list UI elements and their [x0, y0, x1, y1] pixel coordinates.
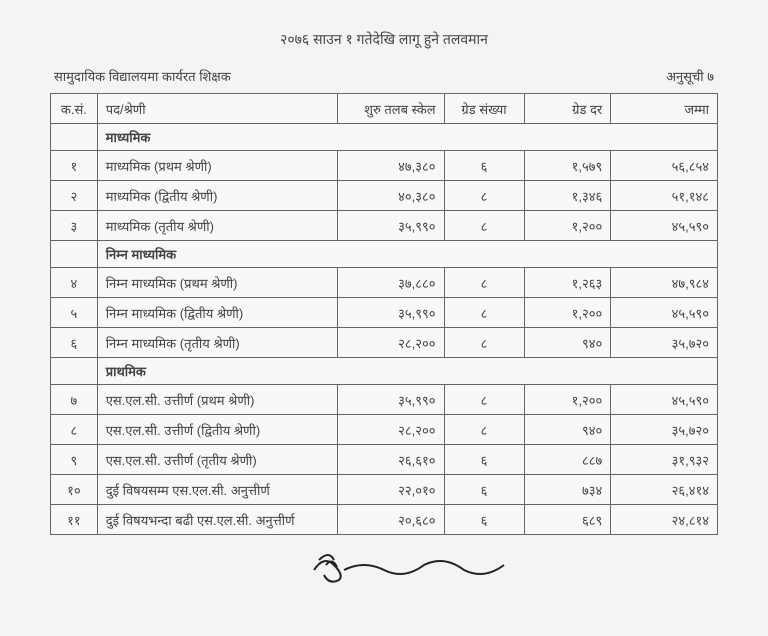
col-header-total: जम्मा	[611, 94, 718, 124]
col-header-grade-number: ग्रेड संख्या	[444, 94, 524, 124]
cell-grade-rate: १,२००	[524, 298, 611, 328]
cell-position: दुई विषयभन्दा बढी एस.एल.सी. अनुत्तीर्ण	[97, 505, 337, 535]
cell-sn: ५	[51, 298, 98, 328]
cell-total: ४५,५९०	[611, 385, 718, 415]
cell-position: माध्यमिक (द्वितीय श्रेणी)	[97, 181, 337, 211]
cell-grade-num: ८	[444, 211, 524, 241]
cell-sn: ७	[51, 385, 98, 415]
section-empty-cell	[51, 358, 98, 385]
cell-grade-rate: १,५७९	[524, 151, 611, 181]
section-title-cell: प्राथमिक	[97, 358, 717, 385]
cell-sn: २	[51, 181, 98, 211]
cell-grade-num: ८	[444, 328, 524, 358]
subtitle-right: अनुसूची ७	[666, 67, 714, 85]
cell-grade-num: ८	[444, 298, 524, 328]
table-header-row: क.सं. पद/श्रेणी शुरु तलब स्केल ग्रेड संख…	[51, 94, 718, 124]
cell-position: माध्यमिक (प्रथम श्रेणी)	[97, 151, 337, 181]
col-header-position: पद/श्रेणी	[97, 94, 337, 124]
sub-header: सामुदायिक विद्यालयमा कार्यरत शिक्षक अनुस…	[50, 67, 718, 85]
table-row: ४निम्न माध्यमिक (प्रथम श्रेणी)३७,८८०८१,२…	[51, 268, 718, 298]
table-row: २माध्यमिक (द्वितीय श्रेणी)४०,३८०८१,३४६५१…	[51, 181, 718, 211]
cell-grade-rate: १,२००	[524, 211, 611, 241]
table-row: ७एस.एल.सी. उत्तीर्ण (प्रथम श्रेणी)३५,९९०…	[51, 385, 718, 415]
cell-salary: ३५,९९०	[337, 385, 444, 415]
cell-salary: २८,२००	[337, 415, 444, 445]
section-empty-cell	[51, 241, 98, 268]
cell-sn: ४	[51, 268, 98, 298]
section-title-cell: माध्यमिक	[97, 124, 717, 151]
cell-sn: ३	[51, 211, 98, 241]
cell-sn: ८	[51, 415, 98, 445]
salary-table: क.सं. पद/श्रेणी शुरु तलब स्केल ग्रेड संख…	[50, 93, 718, 535]
cell-position: एस.एल.सी. उत्तीर्ण (तृतीय श्रेणी)	[97, 445, 337, 475]
page-title: २०७६ साउन १ गतेदेखि लागू हुने तलवमान	[50, 30, 718, 49]
cell-grade-num: ८	[444, 268, 524, 298]
cell-total: ३१,९३२	[611, 445, 718, 475]
cell-position: निम्न माध्यमिक (प्रथम श्रेणी)	[97, 268, 337, 298]
cell-total: ३५,७२०	[611, 328, 718, 358]
cell-grade-num: ८	[444, 385, 524, 415]
cell-sn: ६	[51, 328, 98, 358]
cell-total: ३५,७२०	[611, 415, 718, 445]
cell-salary: ३५,९९०	[337, 298, 444, 328]
cell-grade-num: ६	[444, 445, 524, 475]
cell-total: ४५,५९०	[611, 211, 718, 241]
cell-total: २४,८१४	[611, 505, 718, 535]
cell-grade-num: ८	[444, 415, 524, 445]
cell-grade-rate: १,२६३	[524, 268, 611, 298]
cell-salary: २०,६८०	[337, 505, 444, 535]
col-header-grade-rate: ग्रेड दर	[524, 94, 611, 124]
cell-grade-num: ६	[444, 475, 524, 505]
cell-sn: ९	[51, 445, 98, 475]
cell-position: निम्न माध्यमिक (तृतीय श्रेणी)	[97, 328, 337, 358]
col-header-sn: क.सं.	[51, 94, 98, 124]
table-row: १माध्यमिक (प्रथम श्रेणी)४७,३८०६१,५७९५६,८…	[51, 151, 718, 181]
section-title-cell: निम्न माध्यमिक	[97, 241, 717, 268]
cell-grade-rate: ९४०	[524, 415, 611, 445]
table-row: ९एस.एल.सी. उत्तीर्ण (तृतीय श्रेणी)२६,६१०…	[51, 445, 718, 475]
cell-sn: १	[51, 151, 98, 181]
section-header-row: प्राथमिक	[51, 358, 718, 385]
table-row: १०दुई विषयसम्म एस.एल.सी. अनुत्तीर्ण२२,०१…	[51, 475, 718, 505]
cell-position: एस.एल.सी. उत्तीर्ण (द्वितीय श्रेणी)	[97, 415, 337, 445]
section-empty-cell	[51, 124, 98, 151]
cell-sn: ११	[51, 505, 98, 535]
col-header-salary: शुरु तलब स्केल	[337, 94, 444, 124]
cell-position: निम्न माध्यमिक (द्वितीय श्रेणी)	[97, 298, 337, 328]
table-row: ३माध्यमिक (तृतीय श्रेणी)३५,९९०८१,२००४५,५…	[51, 211, 718, 241]
cell-grade-rate: १,३४६	[524, 181, 611, 211]
cell-total: ४७,९८४	[611, 268, 718, 298]
table-row: ११दुई विषयभन्दा बढी एस.एल.सी. अनुत्तीर्ण…	[51, 505, 718, 535]
cell-salary: ३७,८८०	[337, 268, 444, 298]
table-row: ८एस.एल.सी. उत्तीर्ण (द्वितीय श्रेणी)२८,२…	[51, 415, 718, 445]
cell-grade-num: ६	[444, 505, 524, 535]
subtitle-left: सामुदायिक विद्यालयमा कार्यरत शिक्षक	[54, 67, 231, 85]
cell-salary: २६,६१०	[337, 445, 444, 475]
cell-salary: ४७,३८०	[337, 151, 444, 181]
cell-total: २६,४१४	[611, 475, 718, 505]
table-row: ६निम्न माध्यमिक (तृतीय श्रेणी)२८,२००८९४०…	[51, 328, 718, 358]
section-header-row: निम्न माध्यमिक	[51, 241, 718, 268]
cell-salary: ४०,३८०	[337, 181, 444, 211]
cell-grade-rate: ६८९	[524, 505, 611, 535]
signature-area	[50, 545, 718, 597]
cell-position: एस.एल.सी. उत्तीर्ण (प्रथम श्रेणी)	[97, 385, 337, 415]
cell-total: ५१,१४८	[611, 181, 718, 211]
cell-total: ४५,५९०	[611, 298, 718, 328]
cell-position: माध्यमिक (तृतीय श्रेणी)	[97, 211, 337, 241]
cell-grade-num: ८	[444, 181, 524, 211]
cell-position: दुई विषयसम्म एस.एल.सी. अनुत्तीर्ण	[97, 475, 337, 505]
cell-grade-rate: ७३४	[524, 475, 611, 505]
section-header-row: माध्यमिक	[51, 124, 718, 151]
cell-salary: ३५,९९०	[337, 211, 444, 241]
cell-grade-rate: ९४०	[524, 328, 611, 358]
cell-total: ५६,८५४	[611, 151, 718, 181]
cell-grade-rate: ८८७	[524, 445, 611, 475]
table-row: ५निम्न माध्यमिक (द्वितीय श्रेणी)३५,९९०८१…	[51, 298, 718, 328]
cell-sn: १०	[51, 475, 98, 505]
cell-grade-rate: १,२००	[524, 385, 611, 415]
cell-grade-num: ६	[444, 151, 524, 181]
cell-salary: २८,२००	[337, 328, 444, 358]
cell-salary: २२,०१०	[337, 475, 444, 505]
